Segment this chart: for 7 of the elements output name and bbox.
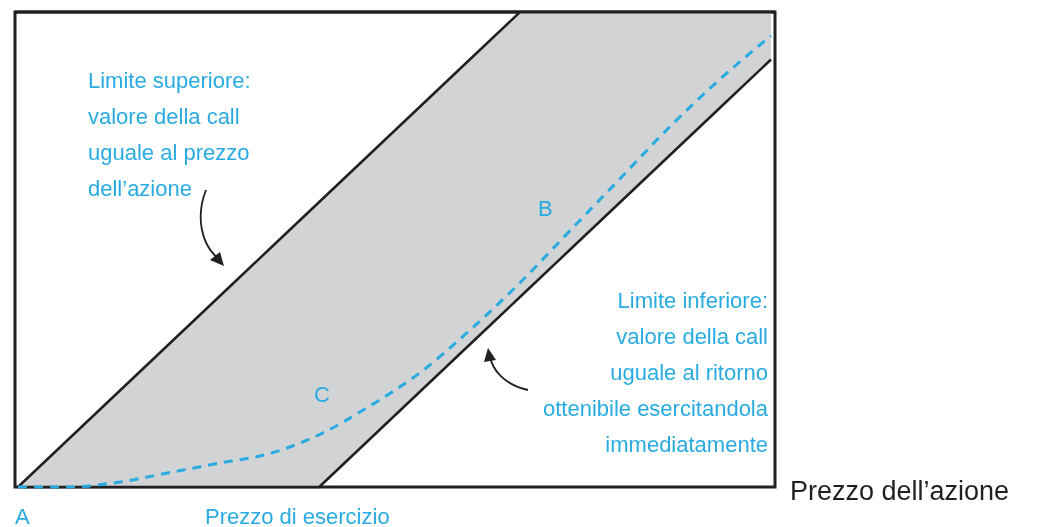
text: Prezzo di esercizio bbox=[205, 504, 390, 527]
annotation: C bbox=[314, 382, 330, 407]
x-axis-title: Prezzo dell’azione bbox=[790, 476, 1010, 506]
text: A bbox=[15, 504, 30, 527]
annotation: Limite inferiore: valore della call uguale al ritorno ottenibile esercitandola immediatamente bbox=[542, 288, 769, 457]
annotation: B bbox=[538, 196, 553, 221]
annotation: Limite superiore: valore della call uguale al prezzo dell’azione bbox=[88, 68, 251, 201]
